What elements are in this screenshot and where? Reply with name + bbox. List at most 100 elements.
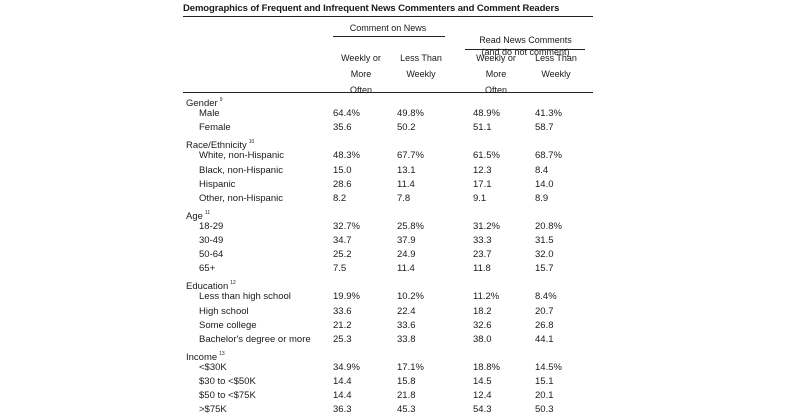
table-row: 50-64 25.2 24.9 23.7 32.0 (183, 248, 593, 262)
section-label: Income 13 (186, 347, 225, 365)
row-label: White, non-Hispanic (199, 149, 284, 163)
label-text: Other, non-Hispanic (199, 192, 283, 204)
label-text: Bachelor's degree or more (199, 333, 311, 345)
footnote-marker: 9 (219, 97, 223, 103)
table-cell: 48.3% (333, 150, 360, 162)
column-header-4: Less Than Weekly (535, 53, 577, 79)
table-cell: 33.8 (397, 333, 416, 345)
table-cell: 20.8% (535, 220, 562, 232)
table-cell: 14.4 (333, 376, 352, 387)
column-header-3: Weekly or More Often (476, 53, 516, 95)
table-cell: 68.7% (535, 150, 562, 162)
column-header-2: Less Than Weekly (400, 53, 442, 79)
table-top-rule (183, 16, 593, 17)
table-cell: 13.1 (397, 164, 416, 176)
label-text: Race/Ethnicity (186, 140, 247, 152)
table-cell: 28.6 (333, 178, 352, 190)
table-cell: 33.6 (397, 319, 416, 331)
row-label: >$75K (199, 403, 227, 417)
table-cell: 14.0 (535, 178, 554, 190)
label-text: 18-29 (199, 220, 224, 232)
table-cell: 34.9% (333, 361, 360, 373)
table-cell: 19.9% (333, 291, 360, 303)
table-row: $50 to <$75K 14.4 21.8 12.4 20.1 (183, 389, 593, 403)
table-cell: 61.5% (473, 150, 500, 162)
table-cell: 8.9 (535, 192, 549, 204)
table-cell: 15.7 (535, 263, 554, 275)
header-bottom-rule (183, 92, 593, 93)
label-text: White, non-Hispanic (199, 150, 285, 162)
table-cell: 12.3 (473, 164, 492, 176)
row-label: Other, non-Hispanic (199, 192, 283, 206)
table-cell: 8.4% (535, 291, 557, 303)
label-text: Male (199, 108, 220, 120)
section-label: Gender 9 (186, 93, 222, 111)
table-cell: 54.3 (473, 404, 492, 416)
group-header-comment: Comment on News (333, 22, 443, 34)
table-cell: 58.7 (535, 122, 554, 134)
label-text: Some college (199, 319, 257, 331)
table-cell: 37.9 (397, 235, 416, 246)
table-cell: 44.1 (535, 333, 554, 345)
footnote-marker: 12 (230, 280, 236, 287)
table-cell: 17.1% (397, 361, 424, 373)
row-label: High school (199, 305, 249, 319)
table-cell: 41.3% (535, 108, 562, 120)
table-row: Some college 21.2 33.6 32.6 26.8 (183, 319, 593, 333)
section-label: Age 11 (186, 206, 210, 224)
row-label: Bachelor's degree or more (199, 333, 311, 347)
table-row: <$30K 34.9% 17.1% 18.8% 14.5% (183, 361, 593, 375)
table-cell: 7.5 (333, 263, 347, 275)
table-cell: 15.0 (333, 164, 352, 176)
row-label: 18-29 (199, 220, 223, 234)
label-text: Age (186, 210, 203, 222)
label-text: Black, non-Hispanic (199, 164, 283, 176)
table-cell: 32.7% (333, 220, 360, 232)
row-label: 50-64 (199, 248, 223, 262)
table-cell: 11.4 (397, 178, 415, 190)
table-cell: 14.5 (473, 376, 492, 387)
table-cell: 22.4 (397, 305, 416, 317)
table-cell: 33.3 (473, 235, 492, 246)
table-cell: 11.4 (397, 263, 415, 275)
table-cell: 25.8% (397, 220, 424, 232)
table-cell: 17.1 (473, 178, 492, 190)
table-row: Female 35.6 50.2 51.1 58.7 (183, 121, 593, 135)
table-cell: 50.2 (397, 122, 416, 134)
row-label: 65+ (199, 262, 215, 276)
table-cell: 49.8% (397, 108, 424, 120)
table-cell: 14.5% (535, 361, 562, 373)
footnote-marker: 13 (219, 350, 225, 357)
table-cell: 26.8 (535, 319, 554, 331)
table-cell: 21.2 (333, 319, 352, 331)
label-text: Female (199, 122, 231, 134)
table-row: High school 33.6 22.4 18.2 20.7 (183, 305, 593, 319)
row-label: Black, non-Hispanic (199, 164, 283, 178)
group-rule-comment (333, 36, 445, 37)
column-header-1: Weekly or More Often (341, 53, 381, 95)
table-cell: 31.5 (535, 235, 554, 246)
table-cell: 25.3 (333, 333, 352, 345)
label-text: Hispanic (199, 178, 236, 190)
label-text: High school (199, 305, 249, 317)
table-cell: 33.6 (333, 305, 352, 317)
table-cell: 18.8% (473, 361, 500, 373)
table-cell: 45.3 (397, 404, 416, 416)
row-label: $50 to <$75K (199, 389, 256, 403)
section-row: Education 12 (183, 276, 593, 293)
table-row: White, non-Hispanic 48.3% 67.7% 61.5% 68.7% (183, 149, 593, 163)
table-row: 65+ 7.5 11.4 11.8 15.7 (183, 262, 593, 276)
label-text: Education (186, 281, 229, 293)
table-row: >$75K 36.3 45.3 54.3 50.3 (183, 403, 593, 417)
group-rule-read (465, 49, 585, 50)
section-row: Gender 9 (183, 93, 593, 109)
table-row: Other, non-Hispanic 8.2 7.8 9.1 8.9 (183, 192, 593, 206)
table-cell: 10.2% (397, 291, 424, 303)
group-header-read-label: Read News Comments (and do not comment) (479, 35, 572, 57)
table-cell: 35.6 (333, 122, 352, 134)
table-row: Hispanic 28.6 11.4 17.1 14.0 (183, 178, 593, 192)
table-cell: 9.1 (473, 192, 487, 204)
table-cell: 7.8 (397, 192, 411, 204)
table-cell: 51.1 (473, 122, 492, 134)
label-text: Less than high school (199, 291, 291, 303)
